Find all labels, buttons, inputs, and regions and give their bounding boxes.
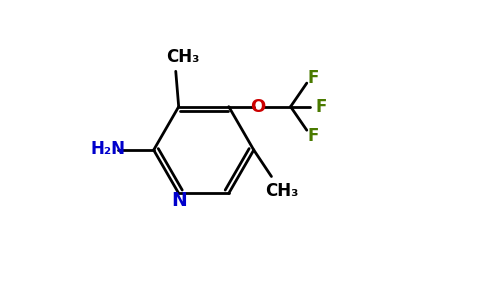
Text: N: N — [171, 191, 187, 210]
Text: F: F — [315, 98, 327, 116]
Text: CH₃: CH₃ — [265, 182, 299, 200]
Text: F: F — [308, 69, 319, 87]
Text: CH₃: CH₃ — [166, 48, 200, 66]
Text: F: F — [308, 127, 319, 145]
Text: H₂N: H₂N — [91, 140, 125, 158]
Text: O: O — [251, 98, 266, 116]
